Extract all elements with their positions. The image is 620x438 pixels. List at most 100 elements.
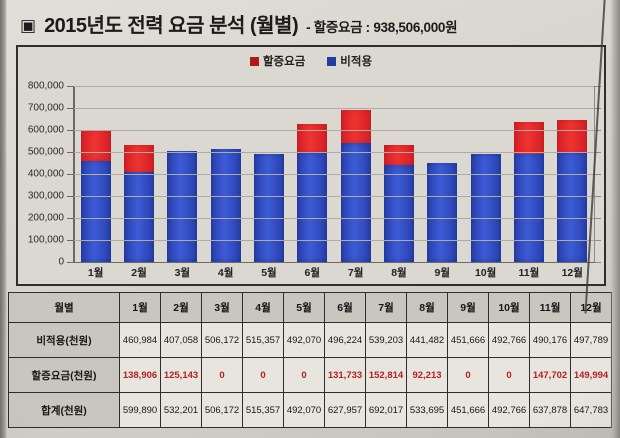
table-cell: 451,666 <box>447 322 489 358</box>
bar-segment-surcharge <box>340 109 371 144</box>
table-cell: 92,213 <box>406 357 448 393</box>
y-axis-tick-label: 200,000 <box>27 212 64 224</box>
monthly-data-table: 월별 1월 2월 3월 4월 5월 6월 7월 8월 9월 10월 11월 12월 비적용(천원) 460,… <box>8 292 612 428</box>
title-bullet-icon: ▣ <box>20 16 37 35</box>
y-axis-right-tick <box>595 196 601 197</box>
bar-segment-base <box>427 162 458 262</box>
bar-segment-surcharge <box>383 144 414 165</box>
bar-9월 <box>427 86 458 262</box>
bar-11월 <box>513 86 544 262</box>
table-header-cell: 7월 <box>365 292 407 323</box>
bar-segment-base <box>470 153 501 262</box>
table-cell: 637,878 <box>529 392 571 428</box>
table-cell: 451,666 <box>447 392 489 428</box>
legend-label: 할증요금 <box>262 56 306 68</box>
x-axis-label: 1월 <box>87 267 104 279</box>
table-cell: 539,203 <box>365 322 407 358</box>
table-cell: 147,702 <box>529 357 571 393</box>
table-cell: 492,766 <box>488 392 530 428</box>
bar-segment-base <box>123 172 154 262</box>
plot-area: 0 100,000 200,000 300,000 400,000 500,000 600,… <box>28 81 601 268</box>
bar-7월 <box>340 86 371 262</box>
bar-segment-base <box>167 150 198 262</box>
bar-2월 <box>123 86 154 262</box>
table-cell: 0 <box>283 357 325 393</box>
y-axis-right-tick <box>595 218 601 219</box>
table-header-cell: 6월 <box>324 292 366 323</box>
table-cell: 0 <box>242 357 284 393</box>
y-axis-right-tick <box>595 152 601 153</box>
table-header-row: 월별 1월 2월 3월 4월 5월 6월 7월 8월 9월 10월 11월 12월 <box>8 292 612 323</box>
table-header-cell: 11월 <box>529 292 571 323</box>
table-cell: 0 <box>447 357 489 393</box>
y-axis-tick <box>67 86 73 87</box>
gridline <box>74 240 594 241</box>
x-axis-label: 6월 <box>304 267 321 279</box>
y-axis-line <box>73 86 75 262</box>
gridline <box>74 152 594 153</box>
bar-series <box>74 86 594 262</box>
y-axis-tick-label: 100,000 <box>27 234 64 246</box>
x-axis-label: 3월 <box>174 267 191 279</box>
table-cell: 496,224 <box>324 322 366 358</box>
table-row-label: 합계(천원) <box>8 392 120 428</box>
y-axis-tick-label: 500,000 <box>27 146 64 158</box>
table-cell: 149,994 <box>570 357 612 393</box>
gridline <box>74 218 594 219</box>
photo-edge-right <box>610 0 620 438</box>
bar-segment-surcharge <box>557 119 588 153</box>
y-axis-tick <box>67 152 73 153</box>
table-cell: 515,357 <box>242 322 284 358</box>
bar-4월 <box>210 86 241 262</box>
gridline <box>74 130 594 131</box>
table-cell: 460,984 <box>119 322 161 358</box>
x-axis-labels: 1월 2월 3월 4월 5월 6월 7월 8월 9월 10월 11월 12월 <box>74 265 594 280</box>
y-axis-tick-label: 600,000 <box>27 124 64 136</box>
y-axis-tick-label: 700,000 <box>27 102 64 114</box>
y-axis-tick-label: 300,000 <box>27 190 64 202</box>
bar-1월 <box>80 86 111 262</box>
bar-segment-base <box>253 153 284 262</box>
table-cell: 0 <box>488 357 530 393</box>
bar-6월 <box>297 86 328 262</box>
y-axis-right-tick <box>595 130 601 131</box>
table-cell: 599,890 <box>119 392 161 428</box>
table-cell: 515,357 <box>242 392 284 428</box>
y-axis-right-tick <box>595 174 601 175</box>
bar-10월 <box>470 86 501 262</box>
table-cell: 647,783 <box>570 392 612 428</box>
table-cell: 627,957 <box>324 392 366 428</box>
table-header-cell: 4월 <box>242 292 284 323</box>
bar-segment-base <box>80 160 111 262</box>
x-axis-label: 5월 <box>261 267 277 279</box>
title-text: 2015년도 전력 요금 분석 (월별) <box>44 15 299 37</box>
bar-12월 <box>557 86 588 262</box>
x-axis-label: 9월 <box>434 267 451 279</box>
chart-container: 할증요금 비적용 0 100,000 200,000 300,000 400,000 50… <box>16 45 606 286</box>
y-axis-tick-label: 400,000 <box>27 168 64 180</box>
table-header-cell: 3월 <box>201 292 243 323</box>
gridline <box>74 196 594 197</box>
bar-segment-base <box>513 154 544 262</box>
x-axis-label: 8월 <box>391 267 407 279</box>
x-axis-label: 12월 <box>561 267 583 279</box>
chart-legend: 할증요금 비적용 <box>18 53 604 69</box>
y-axis-tick <box>67 174 73 175</box>
table-cell: 492,070 <box>283 322 325 358</box>
legend-label: 비적용 <box>340 56 373 68</box>
table-cell: 492,070 <box>283 392 325 428</box>
y-axis-tick <box>67 108 73 109</box>
legend-swatch-blue-icon <box>327 56 337 66</box>
table-cell: 506,172 <box>201 322 243 358</box>
x-axis-label: 11월 <box>518 267 540 279</box>
table-cell: 532,201 <box>160 392 202 428</box>
table-row-label: 할증요금(천원) <box>8 357 120 393</box>
bar-segment-base <box>340 143 371 262</box>
table-row: 합계(천원) 599,890 532,201 506,172 515,357 492,07… <box>8 392 612 428</box>
legend-item-base: 비적용 <box>327 53 372 69</box>
table-cell: 506,172 <box>201 392 243 428</box>
y-axis-tick <box>67 262 73 263</box>
table-header-cell: 2월 <box>160 292 202 323</box>
y-axis-tick-label: 800,000 <box>27 80 64 92</box>
